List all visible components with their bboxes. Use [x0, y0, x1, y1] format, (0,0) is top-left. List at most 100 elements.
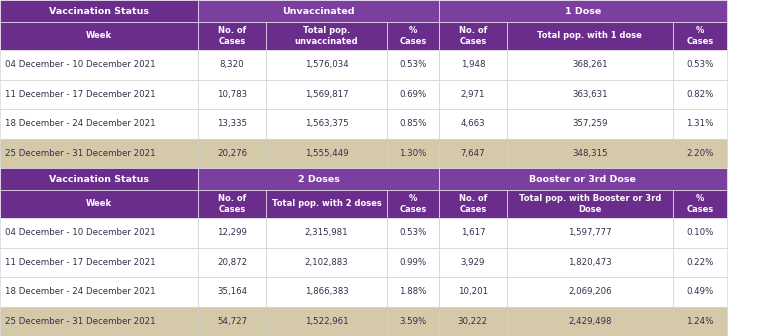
Bar	[198, 50, 266, 80]
Bar	[266, 22, 387, 50]
Text: 30,222: 30,222	[458, 317, 488, 326]
Text: No. of
Cases: No. of Cases	[218, 195, 247, 213]
Bar	[439, 168, 727, 190]
Text: Week: Week	[86, 32, 112, 41]
Text: 1,569,817: 1,569,817	[305, 90, 348, 99]
Text: Week: Week	[86, 200, 112, 209]
Text: 0.99%: 0.99%	[399, 258, 426, 267]
Text: 7,647: 7,647	[461, 149, 485, 158]
Text: 0.22%: 0.22%	[686, 258, 713, 267]
Text: 3,929: 3,929	[461, 258, 485, 267]
Text: No. of
Cases: No. of Cases	[218, 27, 247, 45]
Bar	[439, 109, 507, 138]
Text: Total pop.
unvaccinated: Total pop. unvaccinated	[295, 27, 358, 45]
Text: 20,276: 20,276	[217, 149, 247, 158]
Bar	[387, 306, 439, 336]
Text: 0.82%: 0.82%	[686, 90, 713, 99]
Bar	[0, 80, 198, 109]
Text: Vaccination Status: Vaccination Status	[49, 174, 149, 183]
Text: 2,069,206: 2,069,206	[568, 287, 611, 296]
Text: 10,201: 10,201	[458, 287, 488, 296]
Text: 13,335: 13,335	[217, 119, 247, 128]
Bar	[0, 248, 198, 277]
Bar	[198, 248, 266, 277]
Bar	[507, 306, 673, 336]
Text: Total pop. with Booster or 3rd
Dose: Total pop. with Booster or 3rd Dose	[518, 195, 661, 213]
Bar	[387, 277, 439, 306]
Bar	[507, 277, 673, 306]
Bar	[673, 248, 727, 277]
Bar	[198, 190, 266, 218]
Text: 0.53%: 0.53%	[399, 60, 426, 69]
Text: No. of
Cases: No. of Cases	[458, 27, 487, 45]
Text: %
Cases: % Cases	[399, 27, 426, 45]
Text: 0.53%: 0.53%	[399, 228, 426, 237]
Bar	[387, 50, 439, 80]
Text: 1.30%: 1.30%	[399, 149, 426, 158]
Text: 25 December - 31 December 2021: 25 December - 31 December 2021	[5, 149, 156, 158]
Text: Total pop. with 2 doses: Total pop. with 2 doses	[272, 200, 382, 209]
Bar	[673, 138, 727, 168]
Text: 54,727: 54,727	[217, 317, 247, 326]
Bar	[439, 0, 727, 22]
Text: Unvaccinated: Unvaccinated	[282, 6, 355, 15]
Text: 35,164: 35,164	[217, 287, 247, 296]
Text: %
Cases: % Cases	[687, 195, 713, 213]
Text: 348,315: 348,315	[572, 149, 607, 158]
Text: No. of
Cases: No. of Cases	[458, 195, 487, 213]
Text: 10,783: 10,783	[217, 90, 247, 99]
Text: 1.31%: 1.31%	[686, 119, 713, 128]
Text: 8,320: 8,320	[220, 60, 244, 69]
Bar	[507, 218, 673, 248]
Bar	[0, 138, 198, 168]
Bar	[507, 50, 673, 80]
Bar	[439, 277, 507, 306]
Bar	[198, 168, 439, 190]
Bar	[439, 306, 507, 336]
Bar	[198, 218, 266, 248]
Text: 4,663: 4,663	[461, 119, 485, 128]
Text: 1,948: 1,948	[461, 60, 485, 69]
Bar	[266, 50, 387, 80]
Bar	[387, 190, 439, 218]
Bar	[198, 306, 266, 336]
Bar	[439, 218, 507, 248]
Bar	[0, 0, 198, 22]
Bar	[0, 109, 198, 138]
Bar	[198, 22, 266, 50]
Bar	[439, 190, 507, 218]
Text: 0.49%: 0.49%	[687, 287, 713, 296]
Bar	[0, 50, 198, 80]
Bar	[266, 277, 387, 306]
Text: 20,872: 20,872	[217, 258, 247, 267]
Bar	[198, 0, 439, 22]
Text: 1,866,383: 1,866,383	[305, 287, 349, 296]
Text: 04 December - 10 December 2021: 04 December - 10 December 2021	[5, 228, 156, 237]
Text: 0.85%: 0.85%	[399, 119, 426, 128]
Text: 0.53%: 0.53%	[686, 60, 713, 69]
Text: 2,102,883: 2,102,883	[305, 258, 349, 267]
Text: 04 December - 10 December 2021: 04 December - 10 December 2021	[5, 60, 156, 69]
Bar	[266, 218, 387, 248]
Bar	[507, 248, 673, 277]
Bar	[673, 22, 727, 50]
Text: 2,315,981: 2,315,981	[305, 228, 348, 237]
Bar	[439, 22, 507, 50]
Bar	[507, 138, 673, 168]
Bar	[266, 248, 387, 277]
Bar	[0, 22, 198, 50]
Bar	[266, 80, 387, 109]
Text: 1,617: 1,617	[461, 228, 485, 237]
Text: 3.59%: 3.59%	[399, 317, 426, 326]
Text: Booster or 3rd Dose: Booster or 3rd Dose	[529, 174, 637, 183]
Bar	[507, 80, 673, 109]
Text: 368,261: 368,261	[572, 60, 607, 69]
Text: 1.88%: 1.88%	[399, 287, 426, 296]
Text: 1,563,375: 1,563,375	[305, 119, 349, 128]
Bar	[266, 190, 387, 218]
Bar	[0, 306, 198, 336]
Bar	[507, 190, 673, 218]
Text: Total pop. with 1 dose: Total pop. with 1 dose	[538, 32, 642, 41]
Bar	[387, 218, 439, 248]
Text: 18 December - 24 December 2021: 18 December - 24 December 2021	[5, 287, 156, 296]
